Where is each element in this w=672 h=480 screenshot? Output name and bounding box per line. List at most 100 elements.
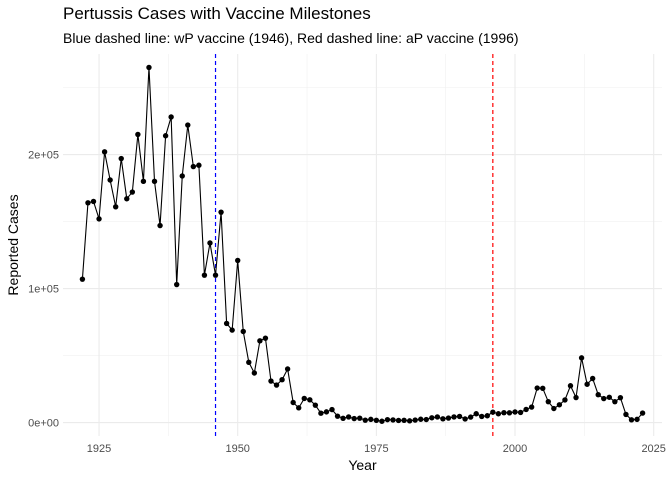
data-point [595, 392, 601, 398]
data-point [429, 415, 435, 421]
data-point [329, 406, 335, 413]
data-point [135, 131, 141, 138]
chart-subtitle: Blue dashed line: wP vaccine (1946), Red… [63, 30, 519, 46]
data-point [584, 381, 590, 387]
data-point [434, 414, 441, 420]
x-tick-label: 1950 [225, 443, 249, 455]
data-point [473, 411, 479, 417]
data-point [151, 178, 158, 185]
data-point [440, 416, 446, 422]
y-tick-label: 0e+00 [28, 418, 59, 430]
data-point [406, 418, 413, 424]
data-point [628, 417, 635, 423]
data-point [196, 162, 202, 168]
x-tick-label: 2000 [503, 443, 527, 455]
x-axis-ticks: 1925 1950 1975 2000 2025 [87, 443, 666, 455]
data-point [639, 410, 646, 416]
data-point [445, 415, 452, 421]
data-point [284, 366, 291, 372]
x-tick-label: 1925 [87, 443, 111, 455]
data-point [517, 409, 524, 416]
data-point [79, 276, 86, 282]
data-point [373, 417, 380, 424]
data-point [551, 405, 557, 412]
x-tick-label: 2025 [641, 443, 665, 455]
data-point [246, 359, 252, 365]
y-tick-label: 1e+05 [28, 284, 59, 296]
data-point [201, 272, 208, 278]
data-point [107, 177, 113, 183]
data-point [268, 378, 274, 384]
data-point [501, 409, 507, 416]
data-point [101, 149, 108, 155]
data-point [351, 415, 357, 422]
x-axis-label: Year [348, 457, 377, 473]
data-point [418, 416, 424, 422]
data-point [540, 385, 546, 391]
data-point [118, 155, 124, 162]
data-point [157, 222, 163, 229]
data-point [423, 416, 429, 423]
data-point [634, 416, 640, 423]
data-point [523, 406, 529, 413]
data-point [162, 133, 169, 139]
data-point [90, 198, 97, 205]
data-point [451, 414, 457, 420]
data-point [562, 397, 568, 403]
data-point [362, 417, 368, 423]
data-point [395, 417, 402, 424]
data-point [617, 394, 624, 401]
data-point [456, 413, 463, 420]
data-point [534, 385, 540, 391]
series-line [81, 66, 644, 422]
series-layer [81, 66, 644, 422]
data-point [556, 402, 563, 408]
data-point [490, 409, 496, 415]
data-point [173, 281, 180, 288]
data-point [384, 416, 391, 423]
data-point [567, 383, 574, 389]
data-point [257, 338, 263, 344]
major-gridlines [63, 54, 662, 436]
data-point [573, 394, 579, 401]
data-point [323, 409, 330, 415]
data-points [79, 64, 646, 424]
data-point [318, 410, 324, 416]
data-point [190, 163, 197, 170]
data-point [606, 394, 613, 400]
data-point [262, 335, 269, 341]
data-point [235, 257, 241, 264]
data-point [495, 411, 502, 417]
data-point [124, 196, 130, 202]
data-point [484, 413, 490, 419]
x-tick-label: 1975 [364, 443, 388, 455]
data-point [140, 178, 147, 185]
data-point [85, 200, 91, 206]
data-point [612, 398, 618, 405]
data-point [479, 413, 485, 420]
data-point [312, 402, 319, 408]
data-point [578, 355, 585, 361]
data-point [296, 405, 302, 411]
data-point [623, 411, 629, 418]
data-point [334, 413, 341, 419]
data-point [129, 189, 136, 195]
data-point [279, 377, 285, 383]
data-point [290, 399, 296, 406]
data-point [506, 410, 513, 416]
data-point [528, 404, 535, 410]
data-point [401, 417, 407, 424]
data-point [273, 382, 280, 388]
y-axis-ticks: 0e+00 1e+05 2e+05 [28, 150, 59, 430]
chart-title: Pertussis Cases with Vaccine Milestones [63, 4, 371, 23]
data-point [368, 416, 374, 423]
data-point [179, 173, 185, 179]
data-point [240, 328, 246, 335]
data-point [229, 327, 235, 333]
minor-gridlines [63, 54, 662, 436]
data-point [112, 204, 119, 210]
data-point [207, 240, 213, 246]
data-point [462, 416, 468, 422]
vaccine-milestone-lines [214, 54, 494, 436]
